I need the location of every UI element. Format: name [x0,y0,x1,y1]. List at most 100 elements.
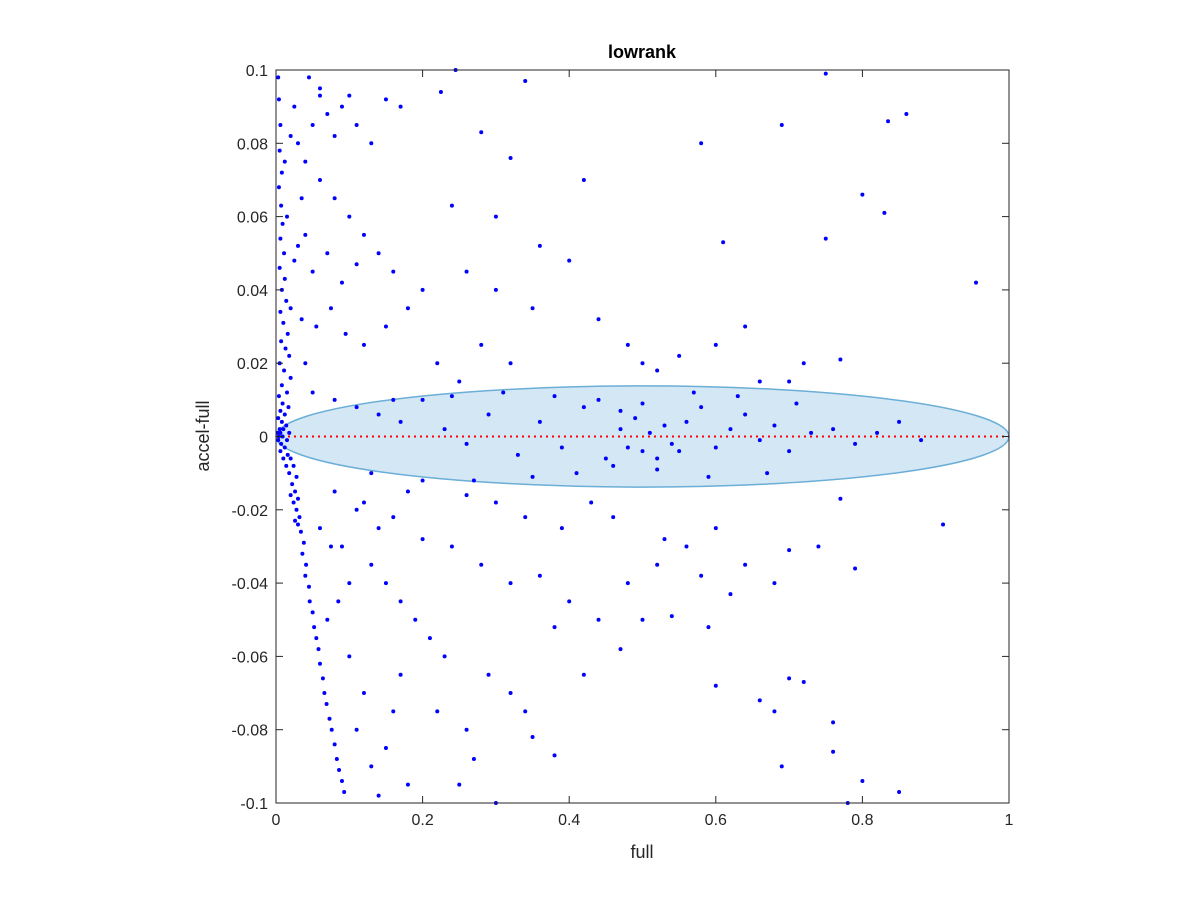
scatter-point [735,394,740,399]
scatter-point [537,419,542,424]
scatter-point [282,276,287,281]
scatter-point [337,768,342,773]
scatter-point [361,691,366,696]
scatter-point [328,544,333,549]
scatter-point [684,544,689,549]
scatter-point [304,562,309,567]
scatter-point [376,412,381,417]
scatter-point [743,562,748,567]
scatter-point [398,104,403,109]
scatter-point [559,526,564,531]
scatter-point [325,111,330,116]
y-tick-label: -0.04 [232,576,269,593]
scatter-point [280,221,285,226]
scatter-point [383,324,388,329]
x-axis-ticks: 0 0.2 0.4 0.6 0.8 1 [272,70,1014,829]
scatter-point [317,661,322,666]
scatter-point [279,170,284,175]
y-tick-label: -0.08 [232,723,269,740]
scatter-point [618,408,623,413]
scatter-point [298,529,303,534]
scatter-point [284,463,289,468]
x-axis-label: full [630,842,653,862]
scatter-point [794,401,799,406]
scatter-point [699,573,704,578]
scatter-point [299,196,304,201]
scatter-point [625,342,630,347]
scatter-point [831,427,836,432]
scatter-point [974,280,979,285]
scatter-point [361,500,366,505]
scatter-point [618,647,623,652]
scatter-point [420,537,425,542]
scatter-point [713,683,718,688]
scatter-point [299,317,304,322]
x-tick-label: 1 [1005,812,1014,829]
scatter-point [339,104,344,109]
scatter-point [442,427,447,432]
x-tick-label: 0.4 [558,812,580,829]
scatter-point [801,361,806,366]
scatter-point [285,452,290,457]
scatter-point [339,280,344,285]
scatter-point [332,196,337,201]
scatter-point [398,599,403,604]
scatter-point [765,471,770,476]
scatter-point [699,141,704,146]
scatter-point [941,522,946,527]
scatter-point [282,159,287,164]
scatter-point [306,75,311,80]
scatter-point [772,423,777,428]
scatter-point [728,592,733,597]
scatter-point [354,727,359,732]
scatter-point [278,309,283,314]
scatter-point [278,236,283,241]
scatter-point [743,412,748,417]
scatter-point [310,390,315,395]
scatter-point [391,269,396,274]
scatter-point [290,482,295,487]
scatter-point [838,496,843,501]
scatter-point [589,500,594,505]
scatter-point [713,526,718,531]
scatter-point [347,581,352,586]
scatter-point [376,793,381,798]
scatter-point [284,423,289,428]
scatter-point [295,141,300,146]
scatter-point [897,419,902,424]
scatter-point [897,790,902,795]
scatter-point [464,441,469,446]
scatter-point [449,394,454,399]
scatter-point [611,515,616,520]
scatter-point [287,430,292,435]
scatter-point [294,474,299,479]
scatter-point [288,375,293,380]
scatter-point [301,540,306,545]
scatter-point [320,676,325,681]
scatter-point [277,148,282,153]
scatter-point [831,720,836,725]
scatter-point [721,240,726,245]
scatter-point [292,258,297,263]
scatter-point [354,507,359,512]
scatter-point [336,599,341,604]
scatter-point [691,390,696,395]
scatter-point [823,236,828,241]
scatter-point [282,445,287,450]
scatter-point [413,617,418,622]
x-tick-label: 0.6 [705,812,727,829]
x-tick-label: 0.2 [411,812,433,829]
scatter-point [772,581,777,586]
scatter-point [316,647,321,652]
scatter-point [508,691,513,696]
scatter-point [276,97,281,102]
scatter-point [420,287,425,292]
scatter-point [284,298,289,303]
scatter-point [287,353,292,358]
scatter-point [787,548,792,553]
scatter-point [618,427,623,432]
scatter-point [391,515,396,520]
scatter-point [295,243,300,248]
scatter-point [537,243,542,248]
